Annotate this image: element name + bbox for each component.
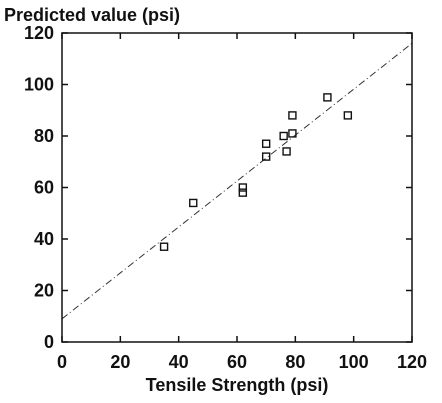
y-tick-label: 120 bbox=[24, 23, 54, 43]
x-tick-label: 40 bbox=[169, 352, 189, 372]
plot-frame bbox=[61, 32, 413, 343]
data-point bbox=[261, 152, 271, 161]
x-tick-labels: 0 20 40 60 80 100 120 bbox=[57, 352, 427, 372]
x-tick-label: 20 bbox=[110, 352, 130, 372]
axis-ticks bbox=[61, 32, 413, 343]
y-axis-label: Predicted value (psi) bbox=[4, 5, 180, 25]
y-tick-label: 100 bbox=[24, 75, 54, 95]
y-tick-label: 20 bbox=[34, 281, 54, 301]
data-point bbox=[279, 131, 288, 141]
data-point bbox=[343, 111, 353, 120]
fit-line bbox=[61, 42, 413, 320]
y-tick-label: 40 bbox=[34, 229, 54, 249]
data-point bbox=[159, 242, 169, 251]
data-points bbox=[159, 93, 353, 251]
data-point bbox=[323, 93, 332, 102]
data-point bbox=[282, 147, 291, 156]
x-tick-label: 60 bbox=[227, 352, 247, 372]
y-tick-label: 80 bbox=[34, 126, 54, 146]
y-tick-labels: 0 20 40 60 80 100 120 bbox=[24, 23, 54, 352]
y-tick-label: 0 bbox=[44, 332, 54, 352]
data-point bbox=[238, 183, 248, 192]
x-tick-label: 100 bbox=[339, 352, 369, 372]
data-point bbox=[261, 139, 271, 148]
x-tick-label: 0 bbox=[57, 352, 67, 372]
y-tick-label: 60 bbox=[34, 178, 54, 198]
x-tick-label: 120 bbox=[397, 352, 427, 372]
data-point bbox=[189, 198, 198, 208]
data-point bbox=[238, 188, 248, 197]
x-tick-label: 80 bbox=[285, 352, 305, 372]
data-point bbox=[288, 111, 297, 120]
x-axis-label: Tensile Strength (psi) bbox=[146, 375, 329, 395]
data-point bbox=[288, 129, 297, 138]
